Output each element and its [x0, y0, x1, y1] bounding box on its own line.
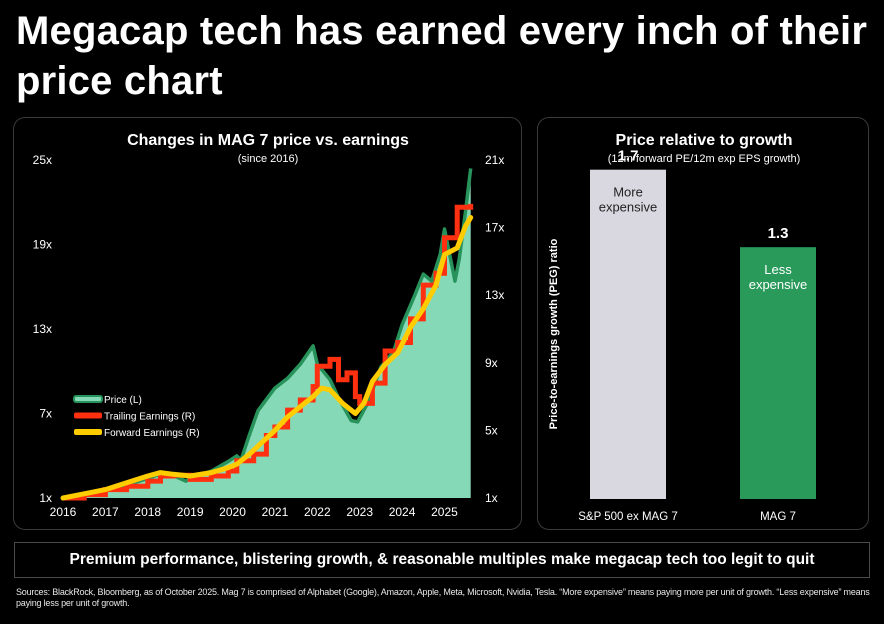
bar-annotation: More	[613, 185, 643, 200]
left-axis-tick-label: 1x	[39, 491, 52, 505]
price-area	[63, 168, 471, 498]
price-vs-earnings-chart: Changes in MAG 7 price vs. earnings (sinc…	[33, 132, 505, 519]
bar-annotation: Less	[764, 262, 792, 277]
bar-value-label: 1.7	[618, 148, 639, 165]
x-axis-tick-label: 2016	[50, 505, 77, 519]
peg-ratio-chart: Price relative to growth (12m forward PE/…	[548, 132, 816, 523]
left-axis-tick-label: 13x	[33, 322, 52, 336]
x-axis-tick-label: 2017	[92, 505, 119, 519]
x-axis-tick-label: 2022	[304, 505, 331, 519]
x-axis-tick-label: 2021	[262, 505, 289, 519]
x-axis-tick-label: 2023	[346, 505, 373, 519]
x-axis-tick-label: 2018	[134, 505, 161, 519]
chart-title: Changes in MAG 7 price vs. earnings	[127, 132, 409, 149]
left-axis-tick-label: 25x	[33, 153, 52, 167]
legend-label: Forward Earnings (R)	[104, 428, 200, 439]
chart-subtitle: (12m forward PE/12m exp EPS growth)	[608, 153, 801, 165]
bar-annotation: expensive	[599, 200, 658, 215]
sources-footnote: Sources: BlackRock, Bloomberg, as of Oct…	[16, 587, 870, 608]
legend-label: Price (L)	[104, 395, 142, 406]
left-axis-tick-label: 19x	[33, 238, 52, 252]
peg-bar	[740, 247, 816, 499]
peg-bar	[590, 169, 666, 499]
left-axis-tick-label: 7x	[39, 407, 52, 421]
price-vs-earnings-panel: Changes in MAG 7 price vs. earnings (sinc…	[13, 117, 522, 530]
right-axis-tick-label: 9x	[485, 356, 498, 370]
price-relative-to-growth-panel: Price relative to growth (12m forward PE/…	[537, 117, 869, 530]
category-label: S&P 500 ex MAG 7	[578, 511, 678, 523]
x-axis-tick-label: 2024	[389, 505, 416, 519]
right-axis-tick-label: 1x	[485, 491, 498, 505]
x-axis-tick-label: 2020	[219, 505, 246, 519]
right-axis-tick-label: 13x	[485, 288, 504, 302]
right-axis-tick-label: 5x	[485, 423, 498, 437]
bar-value-label: 1.3	[768, 225, 789, 242]
chart-subtitle: (since 2016)	[238, 153, 299, 165]
y-axis-label: Price-to-earnings growth (PEG) ratio	[548, 238, 560, 429]
legend-label: Trailing Earnings (R)	[104, 412, 195, 423]
right-axis-tick-label: 17x	[485, 221, 504, 235]
x-axis-tick-label: 2025	[431, 505, 458, 519]
legend-swatch	[73, 395, 103, 403]
category-label: MAG 7	[760, 511, 796, 523]
chart-title: Price relative to growth	[616, 132, 793, 149]
bar-annotation: expensive	[749, 277, 808, 292]
forward-earnings-line	[60, 215, 474, 501]
legend-swatch	[74, 412, 102, 419]
headline: Megacap tech has earned every inch of th…	[16, 9, 868, 103]
summary-banner: Premium performance, blistering growth, …	[14, 542, 870, 578]
x-axis-tick-label: 2019	[177, 505, 204, 519]
legend-swatch	[74, 429, 102, 435]
right-axis-tick-label: 21x	[485, 153, 504, 167]
